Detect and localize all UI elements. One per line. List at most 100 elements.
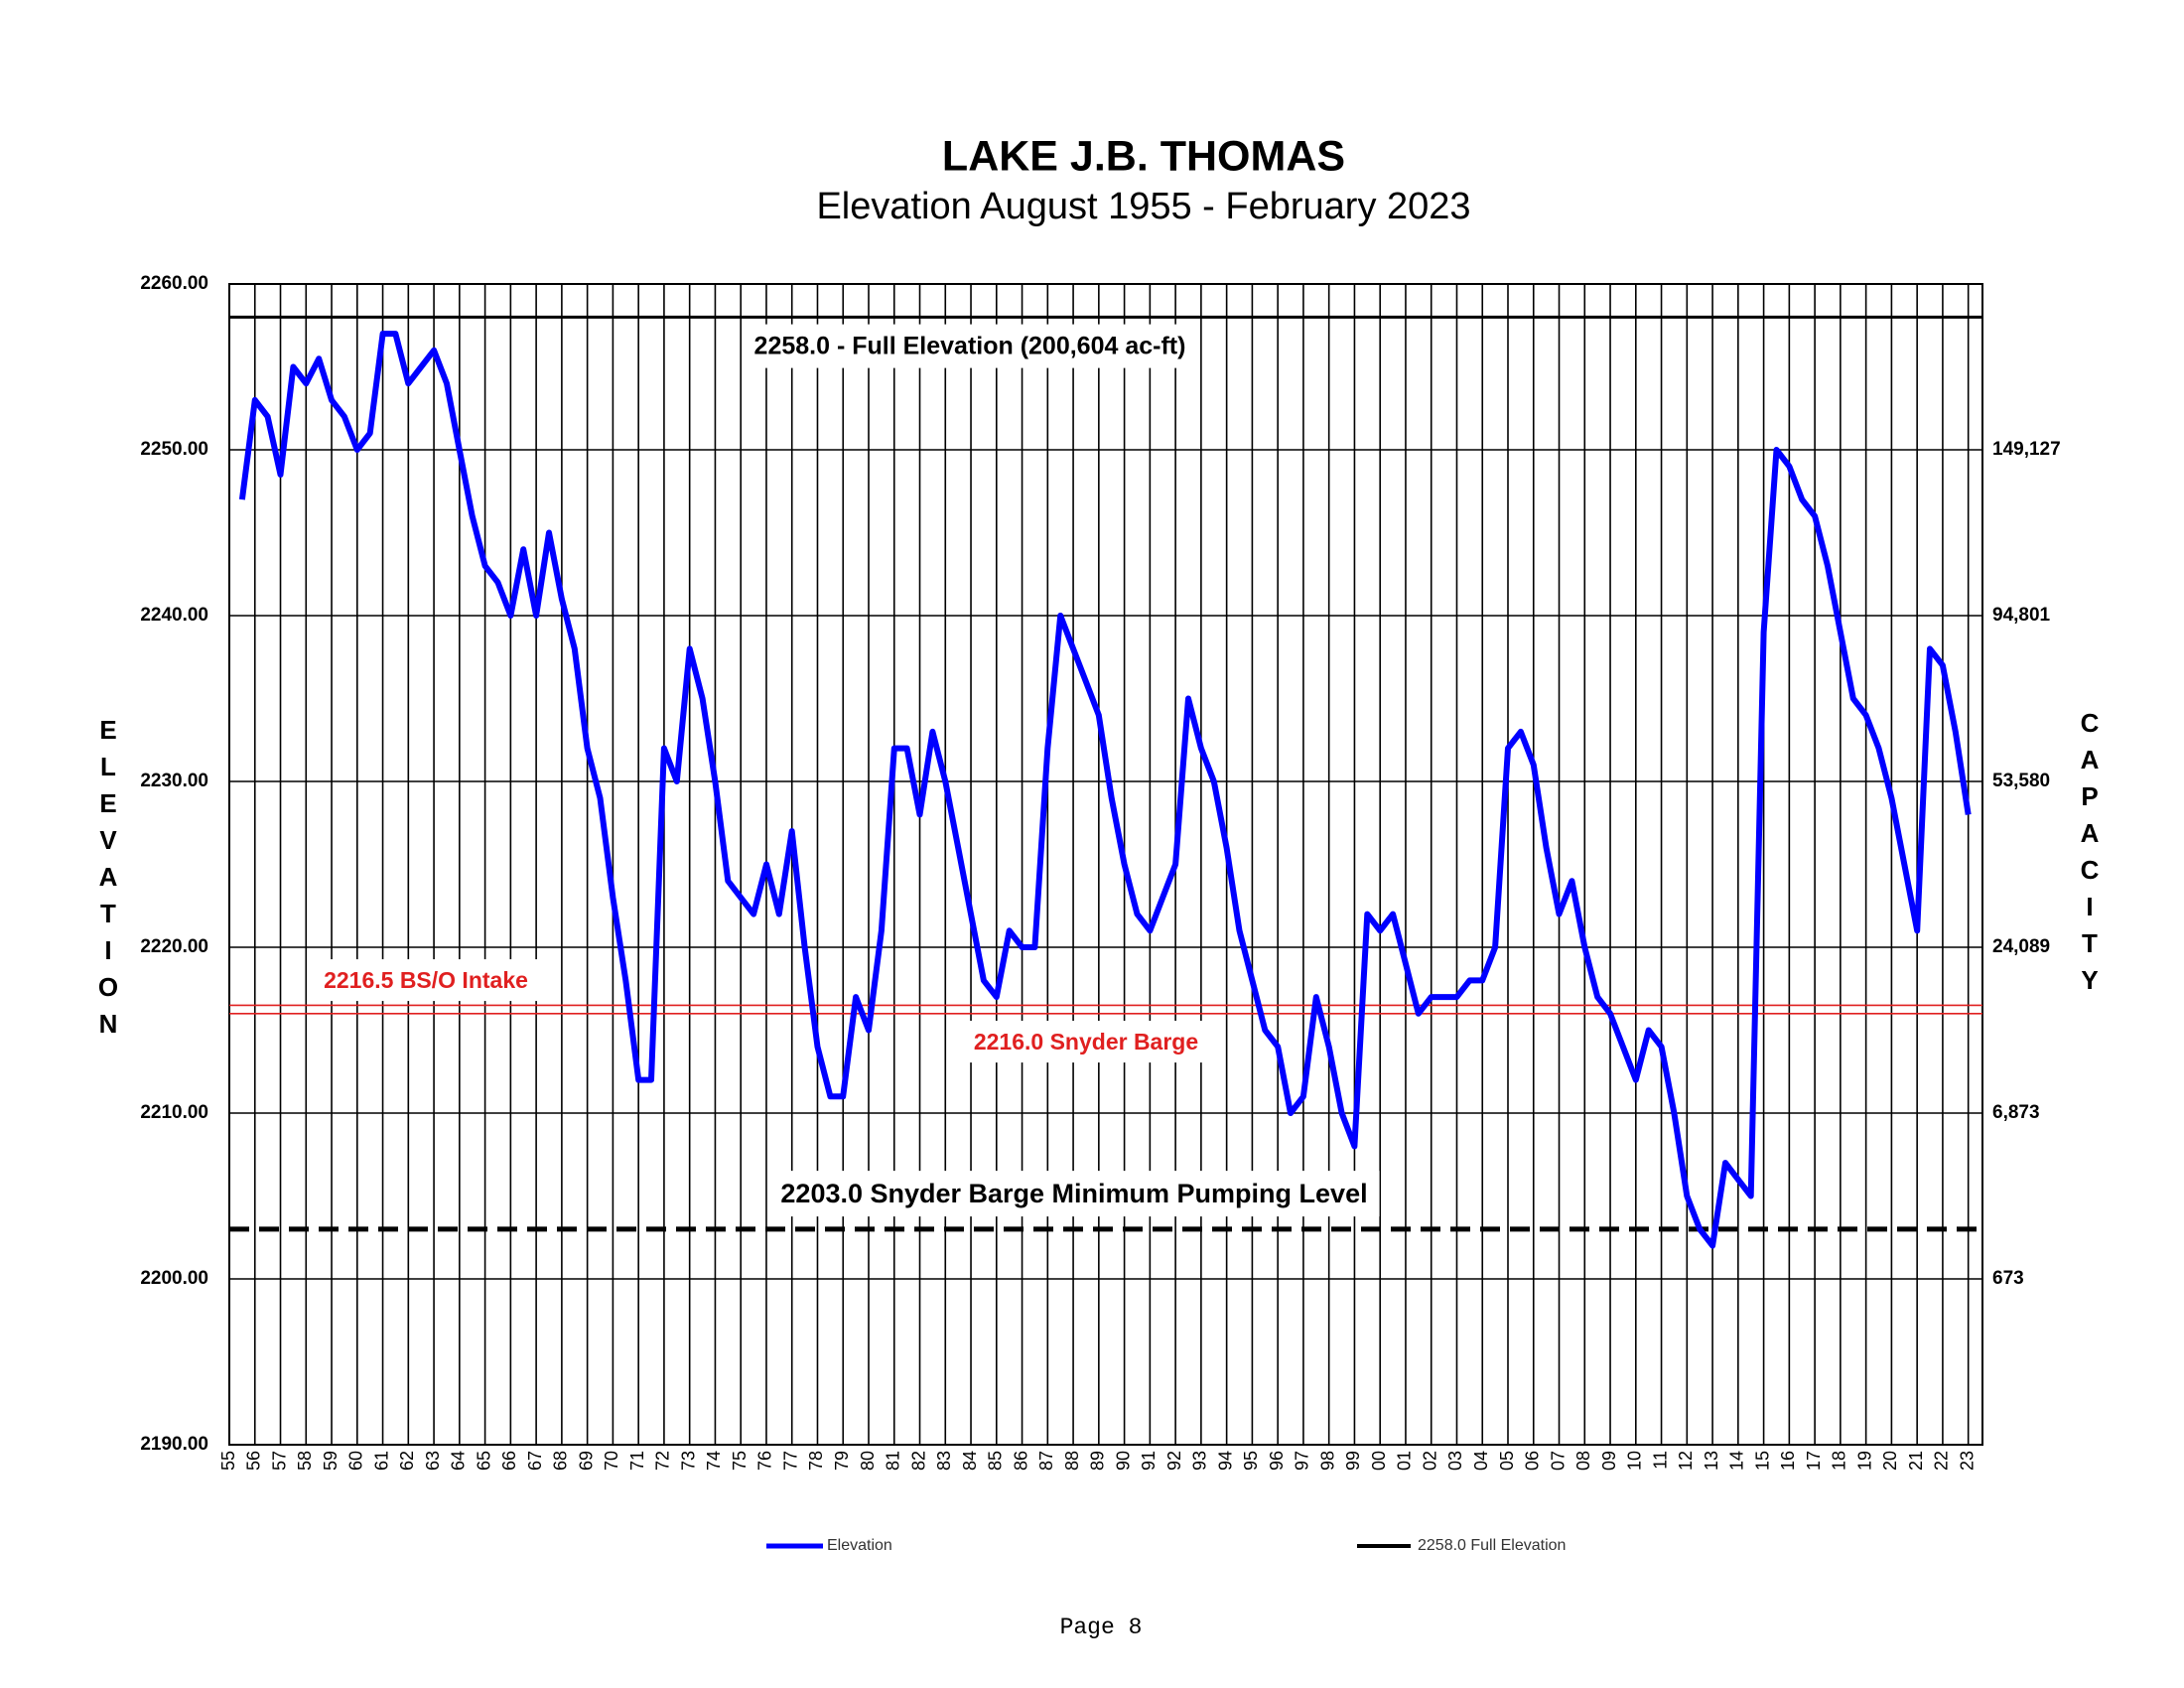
annotation-label: 2258.0 - Full Elevation (200,604 ac-ft): [754, 333, 1186, 360]
x-tick-label: 80: [858, 1451, 878, 1471]
x-tick-label: 83: [934, 1451, 954, 1471]
x-tick-label: 66: [499, 1451, 519, 1471]
x-tick-label: 71: [627, 1451, 647, 1471]
label-background: [961, 1021, 1211, 1063]
x-tick-label: 72: [653, 1451, 673, 1471]
x-tick-label: 60: [346, 1451, 366, 1471]
elevation-line: [238, 331, 1972, 1249]
y-tick-label: 2250.00: [140, 439, 208, 460]
x-tick-label: 62: [397, 1451, 417, 1471]
x-tick-label: 61: [371, 1451, 391, 1471]
x-tick-label: 87: [1036, 1451, 1056, 1471]
x-tick-label: 65: [474, 1451, 493, 1471]
y-tick-label: 2190.00: [140, 1434, 208, 1455]
x-tick-label: 99: [1343, 1451, 1363, 1471]
y2-tick-label: 673: [1992, 1268, 2024, 1289]
y2-tick-label: 6,873: [1992, 1102, 2040, 1123]
x-tick-label: 82: [908, 1451, 928, 1471]
x-tick-label: 20: [1880, 1451, 1900, 1471]
x-tick-label: 73: [678, 1451, 698, 1471]
x-tick-label: 57: [269, 1451, 289, 1471]
label-background: [742, 324, 1198, 368]
y2-tick-label: 149,127: [1992, 439, 2061, 460]
x-tick-label: 88: [1062, 1451, 1082, 1471]
x-tick-label: 77: [780, 1451, 800, 1471]
annotation-label: 2216.0 Snyder Barge: [974, 1029, 1198, 1055]
x-tick-label: 06: [1523, 1451, 1543, 1471]
legend-label: 2258.0 Full Elevation: [1418, 1537, 1566, 1554]
x-tick-label: 68: [551, 1451, 571, 1471]
x-tick-label: 84: [960, 1451, 980, 1471]
x-tick-label: 93: [1190, 1451, 1210, 1471]
x-tick-label: 19: [1854, 1451, 1874, 1471]
x-tick-label: 97: [1293, 1451, 1312, 1471]
y-tick-label: 2230.00: [140, 771, 208, 791]
y2-tick-label: 94,801: [1992, 605, 2051, 626]
x-tick-label: 63: [423, 1451, 443, 1471]
x-tick-label: 56: [244, 1451, 264, 1471]
x-tick-label: 10: [1625, 1451, 1645, 1471]
x-tick-label: 14: [1727, 1451, 1747, 1471]
x-tick-label: 89: [1088, 1451, 1108, 1471]
y2-tick-label: 53,580: [1992, 771, 2050, 791]
x-tick-label: 81: [884, 1451, 903, 1471]
x-tick-label: 13: [1702, 1451, 1721, 1471]
x-tick-label: 86: [1011, 1451, 1030, 1471]
x-tick-label: 08: [1573, 1451, 1593, 1471]
x-tick-label: 23: [1957, 1451, 1977, 1471]
x-tick-label: 00: [1369, 1451, 1389, 1471]
y-tick-label: 2210.00: [140, 1102, 208, 1123]
x-tick-label: 04: [1471, 1451, 1491, 1471]
x-tick-label: 76: [755, 1451, 775, 1471]
x-tick-label: 90: [1113, 1451, 1133, 1471]
x-tick-label: 07: [1548, 1451, 1568, 1471]
x-tick-label: 21: [1906, 1451, 1926, 1471]
x-tick-label: 05: [1497, 1451, 1517, 1471]
x-tick-label: 96: [1267, 1451, 1287, 1471]
x-tick-label: 58: [295, 1451, 315, 1471]
label-background: [312, 959, 540, 1002]
y-tick-label: 2220.00: [140, 936, 208, 957]
chart-title: LAKE J.B. THOMAS: [942, 132, 1345, 180]
x-tick-label: 67: [525, 1451, 545, 1471]
x-tick-label: 98: [1317, 1451, 1337, 1471]
x-tick-label: 55: [218, 1451, 238, 1471]
y2-tick-label: 24,089: [1992, 936, 2050, 957]
x-tick-label: 18: [1830, 1451, 1849, 1471]
x-tick-label: 11: [1650, 1451, 1670, 1470]
x-tick-label: 01: [1395, 1451, 1415, 1471]
x-tick-label: 74: [704, 1451, 724, 1471]
x-tick-label: 79: [832, 1451, 852, 1471]
x-tick-label: 78: [806, 1451, 826, 1471]
x-tick-label: 94: [1215, 1451, 1235, 1471]
y-tick-label: 2240.00: [140, 605, 208, 626]
x-tick-label: 17: [1804, 1451, 1824, 1471]
x-tick-label: 85: [986, 1451, 1006, 1471]
x-tick-label: 75: [730, 1451, 750, 1471]
x-tick-label: 15: [1752, 1451, 1772, 1471]
x-tick-label: 69: [576, 1451, 596, 1471]
x-tick-label: 09: [1599, 1451, 1619, 1471]
legend-label: Elevation: [827, 1537, 892, 1554]
label-background: [768, 1171, 1380, 1217]
annotation-label: 2203.0 Snyder Barge Minimum Pumping Leve…: [780, 1179, 1367, 1208]
x-tick-label: 92: [1164, 1451, 1184, 1471]
x-tick-label: 22: [1932, 1451, 1952, 1471]
x-tick-label: 59: [321, 1451, 341, 1471]
x-tick-label: 91: [1139, 1451, 1159, 1471]
y-tick-label: 2260.00: [140, 273, 208, 294]
x-tick-label: 03: [1445, 1451, 1465, 1471]
x-tick-label: 12: [1676, 1451, 1696, 1471]
page-footer: Page 8: [1060, 1615, 1143, 1640]
y-tick-label: 2200.00: [140, 1268, 208, 1289]
x-tick-label: 64: [449, 1451, 469, 1471]
x-tick-label: 02: [1420, 1451, 1439, 1471]
plot-area: [228, 283, 1983, 1446]
annotation-label: 2216.5 BS/O Intake: [324, 967, 528, 993]
x-tick-label: 70: [602, 1451, 621, 1471]
chart-subtitle: Elevation August 1955 - February 2023: [816, 186, 1470, 227]
x-tick-label: 95: [1241, 1451, 1261, 1471]
